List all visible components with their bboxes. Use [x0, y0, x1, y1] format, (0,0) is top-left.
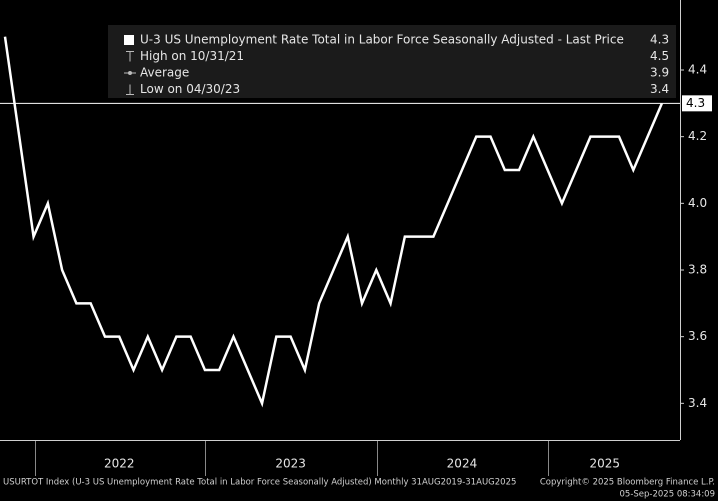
y-tick-label: 4.2	[688, 129, 707, 143]
legend-value: 4.5	[650, 49, 669, 63]
plot-area	[0, 36, 680, 408]
legend-label: Average	[140, 66, 189, 80]
y-tick-label: 3.6	[688, 329, 707, 343]
last-price-box	[682, 95, 712, 112]
legend-value: 3.9	[650, 66, 669, 80]
footer-copyright: Copyright© 2025 Bloomberg Finance L.P.	[540, 478, 715, 488]
y-tick-label: 3.4	[688, 396, 707, 410]
legend-swatch	[124, 35, 134, 45]
legend-box	[108, 25, 676, 98]
legend-label: Low on 04/30/23	[140, 82, 240, 96]
last-price-label: 4.3	[686, 96, 705, 110]
footer-timestamp: 05-Sep-2025 08:34:09	[620, 490, 715, 500]
y-tick-label: 3.8	[688, 263, 707, 277]
x-tick-label: 2025	[589, 457, 620, 471]
x-tick-label: 2022	[104, 457, 135, 471]
legend-label: High on 10/31/21	[140, 49, 244, 63]
legend-value: 4.3	[650, 33, 669, 47]
legend-icon	[128, 71, 132, 75]
legend-label: U-3 US Unemployment Rate Total in Labor …	[140, 33, 624, 47]
x-tick-label: 2023	[275, 457, 306, 471]
y-tick-label: 4.4	[688, 63, 707, 77]
x-tick-label: 2024	[447, 457, 478, 471]
legend-value: 3.4	[650, 82, 669, 96]
line-series	[3, 36, 664, 408]
legend: U-3 US Unemployment Rate Total in Labor …	[108, 25, 676, 98]
y-tick-label: 4.0	[688, 196, 707, 210]
footer-description: USURTOT Index (U-3 US Unemployment Rate …	[3, 478, 516, 488]
